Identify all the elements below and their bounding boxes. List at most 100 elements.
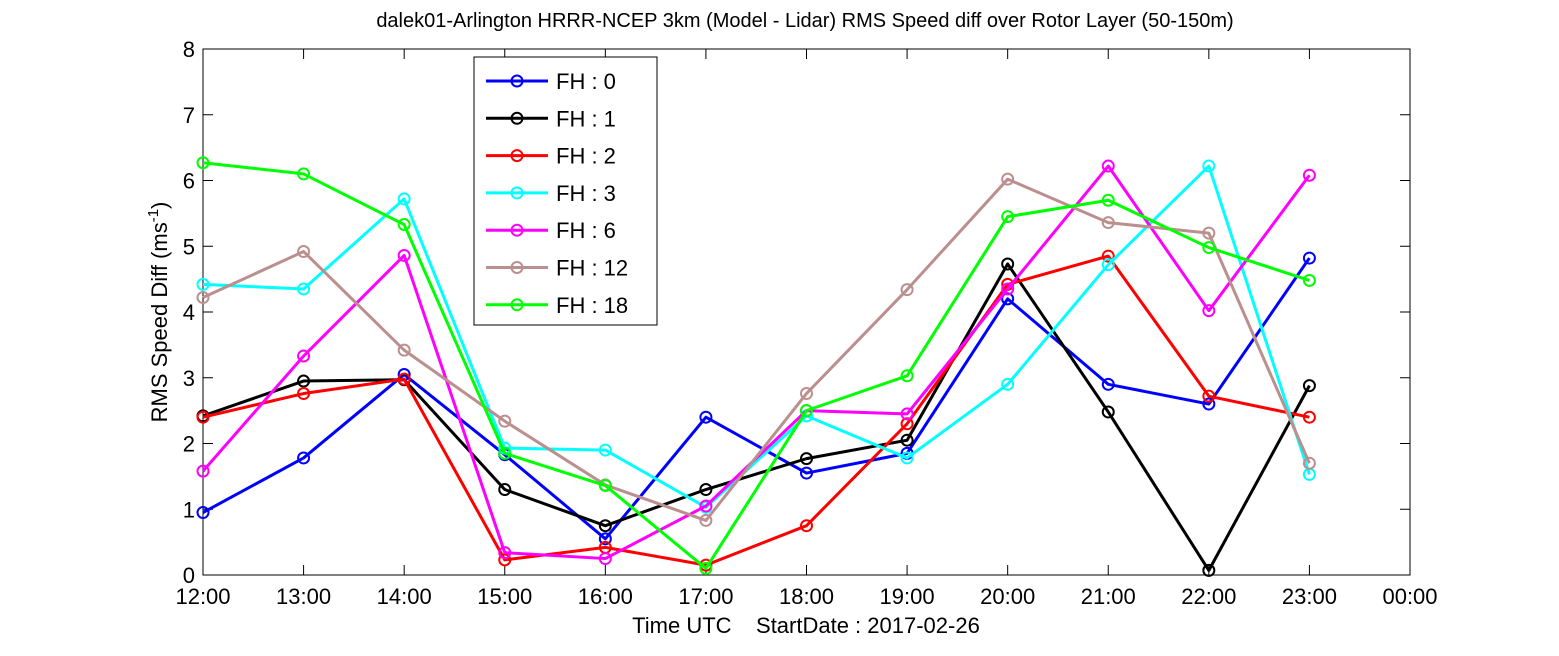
- data-point: [397, 372, 411, 386]
- y-tick-label: 6: [183, 169, 195, 194]
- data-point: [800, 452, 813, 466]
- data-point: [598, 479, 612, 493]
- legend-entry: FH : 18: [486, 293, 628, 318]
- data-point: [800, 387, 813, 401]
- data-point: [1001, 292, 1015, 306]
- legend-entry: FH : 2: [486, 144, 616, 169]
- data-point: [598, 519, 612, 533]
- series-line: [202, 262, 1311, 572]
- data-point: [699, 561, 713, 575]
- x-tick-label: 14:00: [377, 584, 432, 609]
- data-point: [1202, 563, 1216, 577]
- data-point: [800, 466, 813, 480]
- data-point: [196, 291, 210, 305]
- legend-label: FH : 0: [556, 69, 616, 94]
- data-point: [900, 283, 914, 297]
- x-tick-label: 00:00: [1382, 584, 1437, 609]
- legend-label: FH : 2: [556, 144, 616, 169]
- legend-label: FH : 3: [556, 181, 616, 206]
- series-3: [196, 159, 1316, 514]
- y-tick-label: 0: [183, 563, 195, 588]
- data-point: [900, 369, 914, 383]
- data-point: [297, 349, 311, 363]
- legend-label: FH : 6: [556, 218, 616, 243]
- data-point: [1302, 251, 1316, 265]
- data-point: [1302, 410, 1316, 424]
- data-point: [1202, 304, 1216, 318]
- y-axis: 0 1 2 3 4 5 6 7 8: [183, 37, 1410, 588]
- data-point: [1202, 389, 1216, 403]
- x-axis-label: Time UTC StartDate : 2017-02-26: [632, 613, 980, 638]
- legend-marker: [510, 261, 524, 274]
- legend-marker: [510, 149, 524, 163]
- data-point: [1202, 397, 1216, 411]
- legend-entry: FH : 3: [486, 181, 616, 206]
- legend-entry: FH : 12: [486, 256, 628, 281]
- legend-marker: [510, 223, 524, 237]
- data-point: [1202, 226, 1216, 240]
- data-point: [397, 218, 411, 232]
- data-point: [498, 483, 512, 497]
- x-tick-label: 23:00: [1282, 584, 1337, 609]
- data-point: [1101, 405, 1115, 419]
- y-tick-label: 3: [183, 366, 195, 391]
- data-point: [1101, 258, 1115, 272]
- data-point: [297, 374, 311, 388]
- y-tick-label: 1: [183, 497, 195, 522]
- series-6: [196, 156, 1316, 575]
- y-axis-label: RMS Speed Diff (ms-1): [145, 202, 172, 423]
- series-line: [202, 257, 1311, 541]
- data-point: [297, 282, 311, 296]
- y-tick-label: 5: [183, 234, 195, 259]
- data-point: [498, 446, 512, 460]
- legend-label: FH : 1: [556, 106, 616, 131]
- series-layer: [196, 156, 1316, 577]
- data-point: [1001, 282, 1015, 296]
- data-point: [800, 519, 813, 533]
- x-axis: 12:00 13:00 14:00 15:00 16:00 17:00 18:00 19:00…: [175, 49, 1438, 609]
- data-point: [196, 464, 210, 478]
- data-point: [598, 443, 612, 457]
- x-tick-label: 21:00: [1081, 584, 1136, 609]
- data-point: [1101, 377, 1115, 391]
- data-point: [699, 499, 713, 513]
- data-point: [1101, 216, 1115, 230]
- x-tick-label: 13:00: [276, 584, 331, 609]
- data-point: [1302, 456, 1316, 470]
- data-point: [598, 532, 612, 546]
- y-axis-label-main: RMS Speed Diff (ms: [147, 222, 172, 422]
- data-point: [1202, 159, 1216, 173]
- data-point: [397, 248, 411, 262]
- data-point: [1101, 249, 1115, 263]
- x-tick-label: 22:00: [1181, 584, 1236, 609]
- chart-title: dalek01-Arlington HRRR-NCEP 3km (Model -…: [376, 10, 1233, 32]
- data-point: [196, 506, 210, 520]
- legend-entry: FH : 6: [486, 218, 616, 243]
- legend-marker: [510, 298, 524, 312]
- x-tick-label: 18:00: [779, 584, 834, 609]
- data-point: [196, 156, 210, 170]
- data-point: [699, 483, 713, 497]
- data-point: [900, 407, 914, 421]
- legend-label: FH : 18: [556, 293, 628, 318]
- data-point: [297, 245, 311, 259]
- data-point: [699, 513, 713, 527]
- legend-label: FH : 12: [556, 256, 628, 281]
- data-point: [1101, 159, 1115, 173]
- data-point: [1001, 210, 1015, 224]
- data-point: [900, 417, 914, 431]
- data-point: [397, 343, 411, 357]
- x-tick-label: 17:00: [678, 584, 733, 609]
- data-point: [1302, 168, 1316, 182]
- data-point: [196, 277, 210, 291]
- y-tick-label: 8: [183, 37, 195, 62]
- data-point: [1001, 257, 1015, 271]
- legend-marker: [510, 186, 524, 200]
- series-2: [196, 249, 1316, 572]
- x-tick-label: 19:00: [880, 584, 935, 609]
- x-tick-label: 20:00: [980, 584, 1035, 609]
- series-line: [202, 177, 1311, 522]
- y-axis-label-tail: ): [147, 202, 172, 209]
- y-axis-label-sup: -1: [145, 209, 162, 222]
